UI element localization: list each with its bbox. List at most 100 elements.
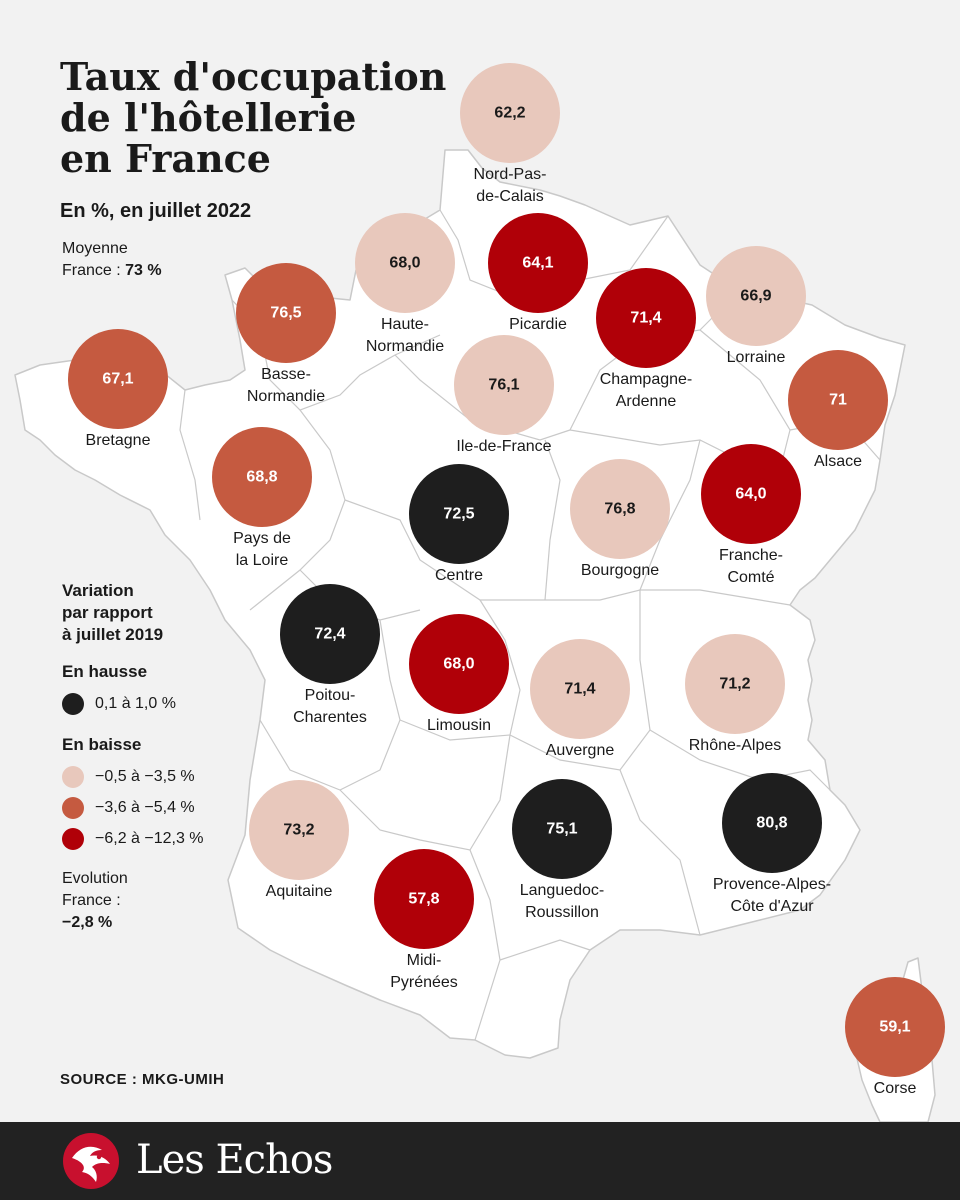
region-border [469, 849, 501, 1041]
region-value: 59,1 [879, 1019, 910, 1036]
legend-swatch-dark [62, 827, 84, 850]
region-bubble: 59,1 Corse [845, 977, 945, 1097]
region-circle [355, 213, 455, 313]
region-name: Basse- [261, 366, 311, 383]
region-bubble: 80,8 Provence-Alpes- Côte d'Azur [713, 773, 831, 915]
region-name: Alsace [814, 453, 862, 470]
region-bubble: 76,5 Basse- Normandie [236, 263, 336, 405]
region-value: 75,1 [546, 821, 577, 838]
region-name: Aquitaine [266, 883, 333, 900]
region-circle [488, 213, 588, 313]
legend-title-line-3: à juillet 2019 [62, 625, 164, 644]
region-name: Corse [874, 1080, 917, 1097]
region-circle [454, 335, 554, 435]
evolution-prefix: France : [62, 892, 121, 909]
region-circle [374, 849, 474, 949]
region-bubble: 68,0 Limousin [409, 614, 509, 734]
region-value: 57,8 [408, 891, 439, 908]
legend-item-label: −3,6 à −5,4 % [95, 798, 195, 816]
region-name: Auvergne [546, 742, 615, 759]
region-name: Nord-Pas- [474, 166, 547, 183]
france-map: 62,2 Nord-Pas-de-Calais 68,0 Haute- Normandi… [14, 63, 945, 1122]
average-prefix: France : [62, 262, 126, 279]
region-bubble: 73,2 Aquitaine [249, 780, 349, 900]
region-bubble: 72,4 Poitou- Charentes [280, 584, 380, 726]
source-note: SOURCE : MKG-UMIH [60, 1071, 225, 1088]
region-bubble: 71,2 Rhône-Alpes [685, 634, 785, 754]
region-value: 76,8 [604, 501, 635, 518]
region-value: 66,9 [740, 288, 771, 305]
region-circle [249, 780, 349, 880]
region-name: Languedoc- [520, 882, 605, 899]
region-circle [685, 634, 785, 734]
average-value: 73 % [125, 262, 162, 279]
legend-up-heading: En hausse [62, 662, 148, 681]
region-circle [788, 350, 888, 450]
les-echos-logo-icon [63, 1133, 119, 1189]
national-average: Moyenne France : 73 % [62, 238, 162, 282]
legend-item-label: 0,1 à 1,0 % [95, 694, 176, 712]
region-value: 67,1 [102, 371, 133, 388]
region-name: Bourgogne [581, 562, 659, 579]
evolution-value: −2,8 % [62, 914, 113, 931]
region-border [619, 769, 701, 936]
region-circle [845, 977, 945, 1077]
legend-swatch-black [62, 692, 84, 715]
title-line-2: de l'hôtellerie [60, 95, 357, 140]
region-name: Normandie [366, 338, 444, 355]
legend-item-label: −6,2 à −12,3 % [95, 829, 204, 847]
region-circle [212, 427, 312, 527]
region-bubble: 76,8 Bourgogne [570, 459, 670, 579]
region-name: Franche- [719, 547, 783, 564]
average-label: Moyenne [62, 240, 128, 257]
region-value: 71 [829, 392, 847, 409]
region-bubble: 68,8 Pays de la Loire [212, 427, 312, 569]
region-value: 71,4 [630, 310, 661, 327]
region-border [639, 439, 701, 591]
region-border [544, 439, 561, 601]
region-name: Poitou- [305, 687, 356, 704]
region-bubble: 68,0 Haute- Normandie [355, 213, 455, 355]
region-name: Ile-de-France [456, 438, 551, 455]
legend-item-label: −0,5 à −3,5 % [95, 767, 195, 785]
region-bubble: 71 Alsace [788, 350, 888, 470]
region-circle [596, 268, 696, 368]
region-value: 71,4 [564, 681, 595, 698]
title-line-1: Taux d'occupation [60, 54, 447, 99]
legend-item-down-medium: −3,6 à −5,4 % [62, 792, 262, 823]
region-name: Charentes [293, 709, 367, 726]
region-circle [280, 584, 380, 684]
legend-swatch-light [62, 765, 84, 788]
region-name: Bretagne [86, 432, 151, 449]
region-border [249, 409, 346, 611]
region-circle [530, 639, 630, 739]
region-borders [179, 209, 881, 1041]
footer-bar: Les Echos [0, 1122, 960, 1200]
region-value: 72,4 [314, 626, 345, 643]
region-name: Limousin [427, 717, 491, 734]
region-circle [706, 246, 806, 346]
region-name: Pays de [233, 530, 291, 547]
region-border [339, 734, 511, 851]
region-border [509, 590, 651, 771]
region-circle [460, 63, 560, 163]
region-name: Comté [727, 569, 774, 586]
legend-title-line-1: Variation [62, 581, 134, 600]
region-name: Lorraine [727, 349, 786, 366]
region-bubble: 75,1 Languedoc- Roussillon [512, 779, 612, 921]
region-bubble: 66,9 Lorraine [706, 246, 806, 366]
region-bubble: 76,1 Ile-de-France [454, 335, 554, 455]
region-circle [512, 779, 612, 879]
region-border [399, 599, 521, 741]
chart-title: Taux d'occupation de l'hôtellerie en Fra… [60, 56, 460, 179]
legend-swatch-medium [62, 796, 84, 819]
region-bubble: 62,2 Nord-Pas-de-Calais [460, 63, 560, 205]
region-bubbles: 62,2 Nord-Pas-de-Calais 68,0 Haute- Normandi… [68, 63, 945, 1097]
region-name: Champagne- [600, 371, 693, 388]
region-circle [409, 464, 509, 564]
region-bubble: 72,5 Centre [409, 464, 509, 584]
legend-item-down-light: −0,5 à −3,5 % [62, 761, 262, 792]
region-border [179, 389, 201, 521]
region-value: 76,1 [488, 377, 519, 394]
region-name: Midi- [407, 952, 442, 969]
